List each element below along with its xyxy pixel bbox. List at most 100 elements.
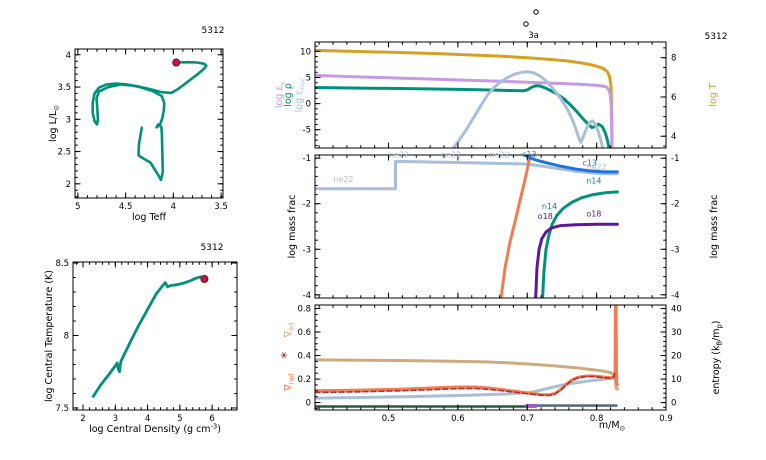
- series-ne22: [314, 159, 619, 191]
- y-tick-label: 2.5: [57, 148, 71, 158]
- current-model-marker: [200, 274, 209, 283]
- current-model-marker: [172, 58, 181, 67]
- y2-tick-label: 6: [671, 93, 676, 103]
- series-center-track: [91, 275, 206, 398]
- y-tick-label: 0.8: [297, 305, 311, 315]
- y-tick-label: 2: [66, 180, 71, 190]
- plot-frame: [72, 261, 238, 411]
- y-tick-label: 7.5: [55, 404, 69, 414]
- x-tick-label: 0.9: [659, 414, 673, 424]
- curve-label-3a: 3a: [528, 31, 539, 41]
- y-tick-label: 0: [306, 100, 311, 110]
- x-tick-label: 4: [145, 414, 150, 424]
- curve-label-ne22: ne22: [389, 151, 409, 160]
- y-axis-title: log mass frac: [287, 195, 298, 259]
- series-grad-rad: [314, 304, 619, 397]
- x-axis-title: m/M⊙: [599, 420, 625, 433]
- chart-central-t-rho: 2 3 4 5 6 7.5 8 8.5 log Central Density (g cm-3)…: [44, 243, 238, 436]
- y-tick-label: 0.6: [297, 328, 311, 338]
- y-tick-label: -4: [303, 291, 311, 301]
- y-tick-label: 3.5: [57, 83, 71, 93]
- curve-label-o18: o18: [538, 212, 553, 221]
- series-log-rho: [314, 84, 611, 149]
- y-tick-label: -5: [303, 126, 311, 136]
- curve-label-ne22: ne22: [489, 151, 509, 160]
- curve-label-n14: n14: [542, 202, 557, 211]
- y2-tick-label: -4: [671, 291, 679, 301]
- y-tick-label: 4: [66, 51, 71, 61]
- x-tick-label: 4: [171, 202, 176, 212]
- y-tick-label: -3: [303, 245, 311, 255]
- x-axis-title: log Central Density (g cm-3): [89, 423, 221, 436]
- y-tick-label: 0.2: [297, 375, 311, 385]
- plot-frame: [74, 48, 224, 199]
- y2-tick-label: 40: [671, 305, 682, 315]
- y2-axis-title: entropy (kB/mp): [711, 321, 724, 395]
- y2-tick-label: -2: [671, 200, 679, 210]
- y-axis-title: log εν: [274, 82, 287, 109]
- y-tick-label: 3: [66, 115, 71, 125]
- y2-tick-label: 30: [671, 328, 682, 338]
- y-tick-label: 0: [306, 399, 311, 409]
- x-tick-label: 4.5: [119, 202, 133, 212]
- y-tick-label: 0.4: [297, 352, 311, 362]
- y-axis-title: ∗: [279, 351, 290, 359]
- x-tick-label: 0.7: [520, 414, 534, 424]
- series-grad-actual: [314, 372, 616, 397]
- series-log-eps-nu: [314, 73, 614, 149]
- y2-tick-label: 4: [671, 132, 676, 142]
- y2-tick-label: 8: [671, 54, 676, 64]
- series-log-eps-nuc: [451, 70, 605, 149]
- chart-hr-diagram: 5 4.5 4 3.5 2 2.5 3 3.5 4 log Teff log L/L⊙ 5312: [48, 26, 228, 223]
- series-n14: [541, 190, 619, 299]
- y-axis-title: log L/L⊙: [48, 105, 61, 142]
- y-axis-title: log Central Temperature (K): [44, 270, 55, 402]
- x-tick-label: 2: [80, 414, 85, 424]
- y-axis-title: ∇rad: [283, 373, 296, 391]
- y-tick-label: 10: [300, 47, 311, 57]
- chart-profile-abundances: -1 -2 -3 -4 -1 -2 -3 -4 log mass frac log mass fr…: [287, 150, 720, 301]
- burn-marker-circle: [523, 21, 529, 27]
- plot-frame: [314, 304, 667, 411]
- curve-label-ne22: ne22: [333, 175, 353, 184]
- curve-label-ne22: ne22: [587, 163, 607, 172]
- x-tick-label: 3: [113, 414, 118, 424]
- y-tick-label: 5: [306, 74, 311, 84]
- y-tick-label: 8.5: [55, 259, 69, 269]
- curve-label-o18: o18: [586, 209, 601, 218]
- plot-frame: [314, 41, 667, 149]
- curve-label-c13: c13: [522, 150, 537, 159]
- y-axis-title: log εnuc: [294, 77, 307, 112]
- y2-axis-title: log T: [708, 83, 719, 107]
- x-tick-label: 5: [177, 414, 182, 424]
- series-evolution-track: [91, 60, 208, 182]
- model-number-label: 5312: [201, 243, 224, 253]
- y2-axis-title: log mass frac: [709, 195, 720, 259]
- curve-label-c13: c13: [582, 158, 597, 167]
- model-number-label: 5312: [202, 26, 225, 36]
- series-c13: [524, 154, 619, 174]
- x-tick-label: 6: [209, 414, 214, 424]
- chart-profile-gradients: 0.5 0.6 0.7 0.8 0.9 0 0.2 0.4 0.6 0.8 0 10 20 30 40 m/M…: [279, 304, 724, 433]
- y-tick-label: -2: [303, 200, 311, 210]
- y2-tick-label: -1: [671, 154, 679, 164]
- series-h1: [499, 154, 532, 299]
- series-log-T: [314, 48, 614, 148]
- y2-tick-label: 20: [671, 352, 682, 362]
- x-tick-label: 3.5: [214, 202, 228, 212]
- y-axis-title: ∇ad: [283, 323, 296, 339]
- y-axis-title: log ρ: [283, 83, 294, 107]
- plot-frame: [314, 154, 667, 299]
- series-entropy: [314, 374, 619, 400]
- x-tick-label: 5: [75, 202, 80, 212]
- y-tick-label: 8: [64, 331, 69, 341]
- x-tick-label: 0.8: [590, 414, 604, 424]
- curve-label-n14: n14: [586, 177, 601, 186]
- x-tick-label: 0.6: [451, 414, 465, 424]
- y-tick-label: -1: [303, 154, 311, 164]
- y2-tick-label: -3: [671, 245, 679, 255]
- curve-label-ne22: ne22: [441, 151, 461, 160]
